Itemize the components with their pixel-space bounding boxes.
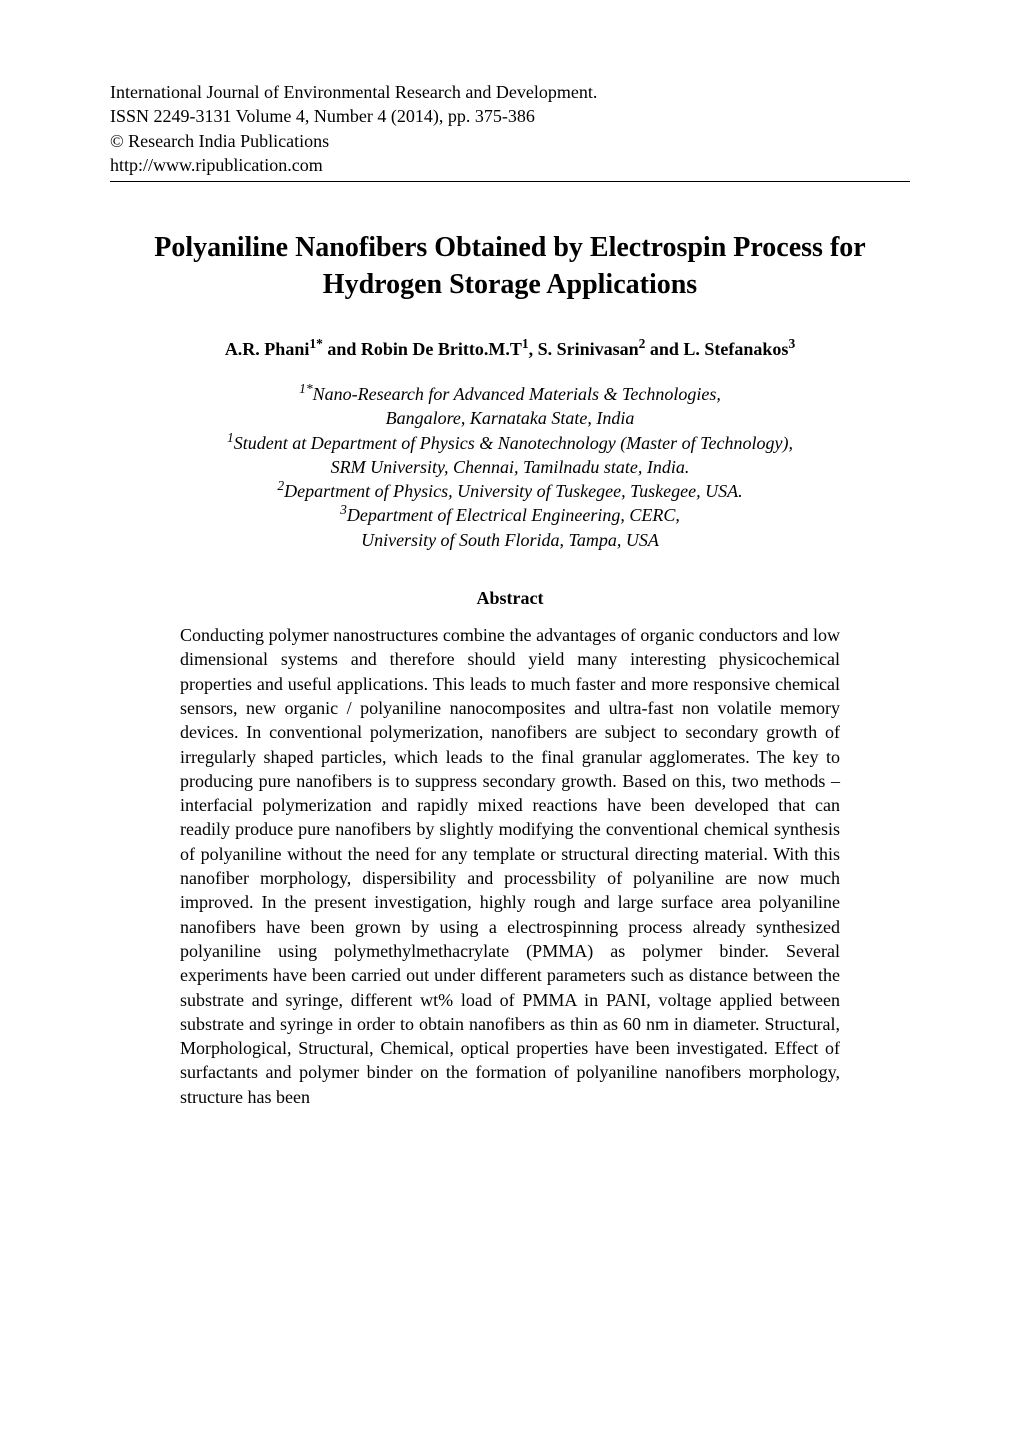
journal-url: http://www.ripublication.com — [110, 153, 910, 177]
affiliations-block: 1*Nano-Research for Advanced Materials &… — [110, 382, 910, 552]
authors-line: A.R. Phani1* and Robin De Britto.M.T1, S… — [110, 339, 910, 360]
header-divider — [110, 181, 910, 182]
journal-header: International Journal of Environmental R… — [110, 80, 910, 177]
abstract-heading: Abstract — [110, 588, 910, 609]
journal-issn: ISSN 2249-3131 Volume 4, Number 4 (2014)… — [110, 104, 910, 128]
abstract-body: Conducting polymer nanostructures combin… — [180, 623, 840, 1109]
paper-title: Polyaniline Nanofibers Obtained by Elect… — [110, 230, 910, 303]
journal-name: International Journal of Environmental R… — [110, 80, 910, 104]
journal-publisher: © Research India Publications — [110, 129, 910, 153]
